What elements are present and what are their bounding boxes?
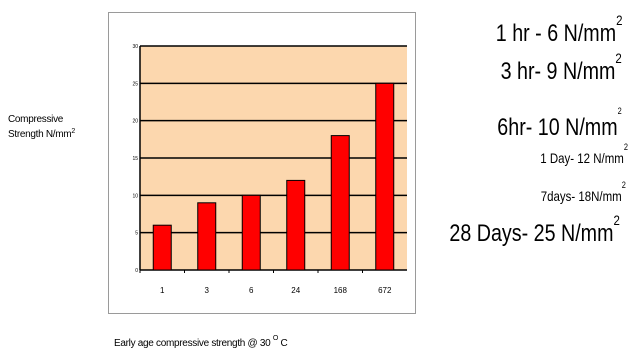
note-text: 3 hr- 9 N/mm [500,58,616,85]
x-tick-label-24: 24 [291,286,300,295]
bar-672 [375,82,395,271]
x-axis-label-unit: C [280,338,288,349]
y-axis-label-unit: Strength N/mm [8,129,72,140]
note-sup: 2 [615,12,622,28]
note-sup: 2 [621,180,626,190]
y-tick-label: 20 [132,119,138,125]
x-axis-label: Early age compressive strength @ 30 O C [114,335,414,349]
x-tick-label-6: 6 [249,286,254,295]
y-tick-label: 15 [132,156,138,162]
y-axis-label: Compressive Strength N/mm2 [8,112,106,142]
x-tick-label-168: 168 [334,286,348,295]
note-text: 6hr- 10 N/mm [497,114,618,141]
strength-note-1hr: 1 hr - 6 N/mm2 [495,12,622,48]
x-tick-label-1: 1 [160,286,165,295]
note-sup: 2 [617,106,622,116]
note-sup: 2 [615,50,622,66]
bar-6 [241,194,261,271]
bar-168 [330,135,350,271]
strength-note-28days: 28 Days- 25 N/mm2 [449,212,620,248]
x-tick-label-672: 672 [378,286,392,295]
note-sup: 2 [613,212,620,228]
y-tick-label: 5 [135,231,138,237]
strength-note-1day: 1 Day- 12 N/mm2 [540,142,628,166]
note-text: 1 Day- 12 N/mm [540,150,624,166]
note-sup: 2 [623,142,628,152]
bar-24 [286,179,306,271]
x-axis-label-text: Early age compressive strength @ 30 [114,338,271,349]
strength-note-3hr: 3 hr- 9 N/mm2 [500,50,622,86]
y-tick-label: 30 [132,44,138,50]
chart-frame: 0 5 10 15 20 25 30 1 3 6 24 168 672 [108,12,416,314]
note-text: 7days- 18N/mm [540,188,622,204]
note-text: 28 Days- 25 N/mm [449,220,614,247]
y-tick-label: 10 [132,193,138,199]
y-tick-label: 25 [132,81,138,87]
strength-note-7days: 7days- 18N/mm2 [540,180,626,204]
strength-note-6hr: 6hr- 10 N/mm2 [497,106,622,142]
bar-3 [197,202,217,271]
x-tick-label-3: 3 [205,286,210,295]
y-tick-label: 0 [135,268,138,274]
note-text: 1 hr - 6 N/mm [495,20,616,47]
y-axis-label-sup: 2 [71,128,75,135]
bar-chart: 0 5 10 15 20 25 30 1 3 6 24 168 672 [132,44,407,295]
y-axis-label-main: Compressive [8,114,64,125]
bar-1 [152,224,172,271]
x-axis-label-sup: O [272,335,279,342]
